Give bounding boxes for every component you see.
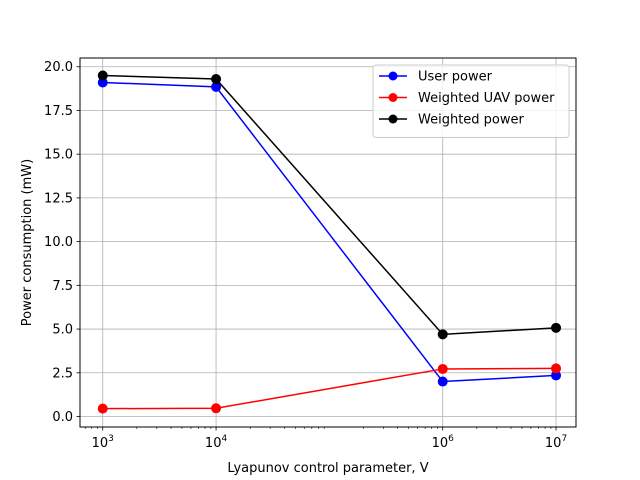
series-layer [97, 70, 562, 414]
data-point [211, 73, 222, 84]
x-tick-label: 107 [545, 434, 567, 451]
data-point [211, 403, 222, 414]
legend-label: Weighted power [418, 113, 525, 128]
x-axis-label: Lyapunov control parameter, V [227, 461, 428, 476]
data-point [551, 363, 562, 374]
series-line [102, 74, 557, 336]
axis-ticks: 0.0 2.5 5.0 7.5 10.0 12.5 15.0 17.5 20.0 103 104 10… [44, 60, 567, 451]
series-line [102, 81, 557, 383]
y-tick-label: 7.5 [52, 279, 73, 294]
data-point [437, 329, 448, 340]
legend-marker [388, 71, 398, 81]
data-point [97, 70, 108, 81]
legend-label: Weighted UAV power [418, 91, 555, 106]
y-tick-label: 20.0 [44, 60, 73, 75]
y-tick-label: 12.5 [44, 191, 73, 206]
legend-label: User power [418, 70, 493, 85]
x-tick-label: 103 [92, 434, 114, 451]
legend-marker [388, 114, 398, 124]
y-axis-label: Power consumption (mW) [20, 159, 35, 326]
y-tick-label: 0.0 [52, 410, 73, 425]
data-point [551, 322, 562, 333]
y-tick-label: 5.0 [52, 323, 73, 338]
data-point [97, 403, 108, 414]
legend: User power Weighted UAV power Weighted pow… [372, 64, 570, 138]
y-tick-label: 2.5 [52, 366, 73, 381]
series-line [102, 367, 557, 410]
x-tick-label: 104 [205, 434, 228, 451]
grid [80, 58, 576, 427]
x-tick-label: 106 [432, 434, 455, 451]
y-tick-label: 15.0 [44, 148, 73, 163]
legend-marker [388, 93, 398, 102]
plot-area-frame [79, 57, 577, 428]
legend-box [372, 64, 570, 138]
y-tick-label: 10.0 [44, 235, 73, 250]
data-point [437, 363, 448, 374]
y-tick-label: 17.5 [44, 104, 73, 119]
data-point [437, 376, 448, 387]
